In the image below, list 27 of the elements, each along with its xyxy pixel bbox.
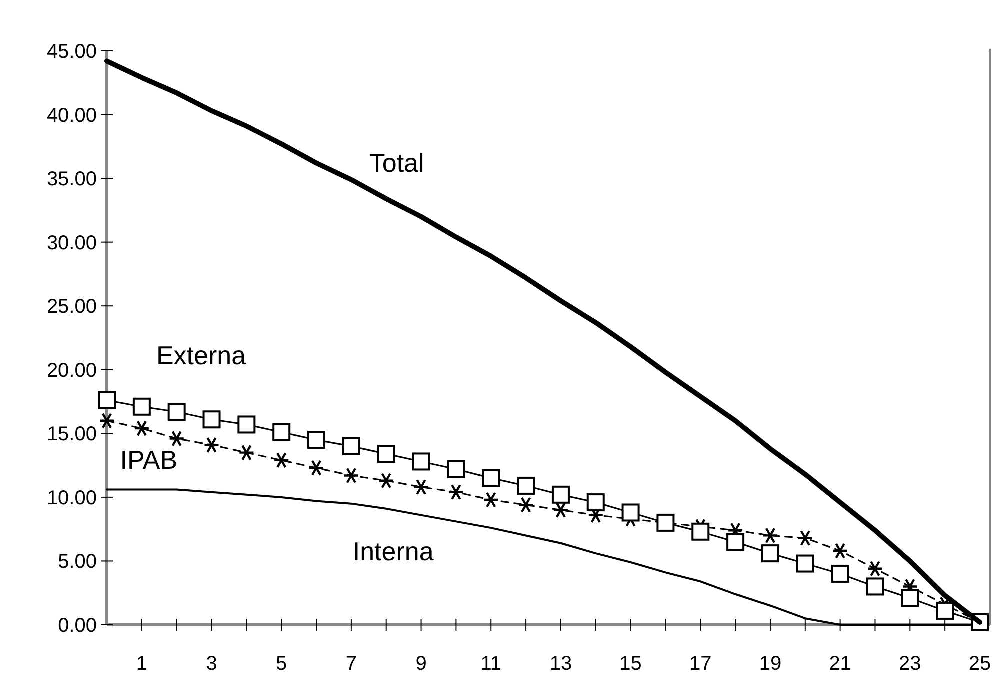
y-tick-label: 10.00 [46,487,97,510]
x-tick-label: 1 [136,653,148,675]
x-tick-label: 11 [480,653,502,675]
x-tick-label: 19 [759,653,782,675]
y-tick-label: 35.00 [46,168,97,191]
x-tick-label: 23 [899,653,922,675]
y-tick-label: 20.00 [46,360,97,382]
x-tick-label: 3 [206,653,218,675]
y-tick-label: 25.00 [46,296,97,318]
x-tick-label: 13 [550,653,572,675]
series-label: Interna [352,536,434,566]
x-tick-label: 21 [829,653,852,675]
series-label: IPAB [120,444,178,475]
series-label: Externa [156,340,247,371]
x-tick-label: 17 [690,653,712,675]
y-tick-label: 40.00 [46,104,97,127]
y-tick-label: 30.00 [46,232,97,254]
x-tick-label: 9 [416,653,427,675]
y-tick-label: 0.00 [58,615,97,637]
series-label: Total [369,148,424,178]
y-tick-label: 5.00 [58,551,97,574]
y-tick-label: 45.00 [46,41,97,63]
y-tick-label: 15.00 [46,424,97,446]
x-tick-label: 7 [346,653,358,675]
x-tick-label: 15 [620,653,642,675]
x-tick-label: 5 [276,653,288,675]
x-tick-label: 25 [968,653,992,675]
